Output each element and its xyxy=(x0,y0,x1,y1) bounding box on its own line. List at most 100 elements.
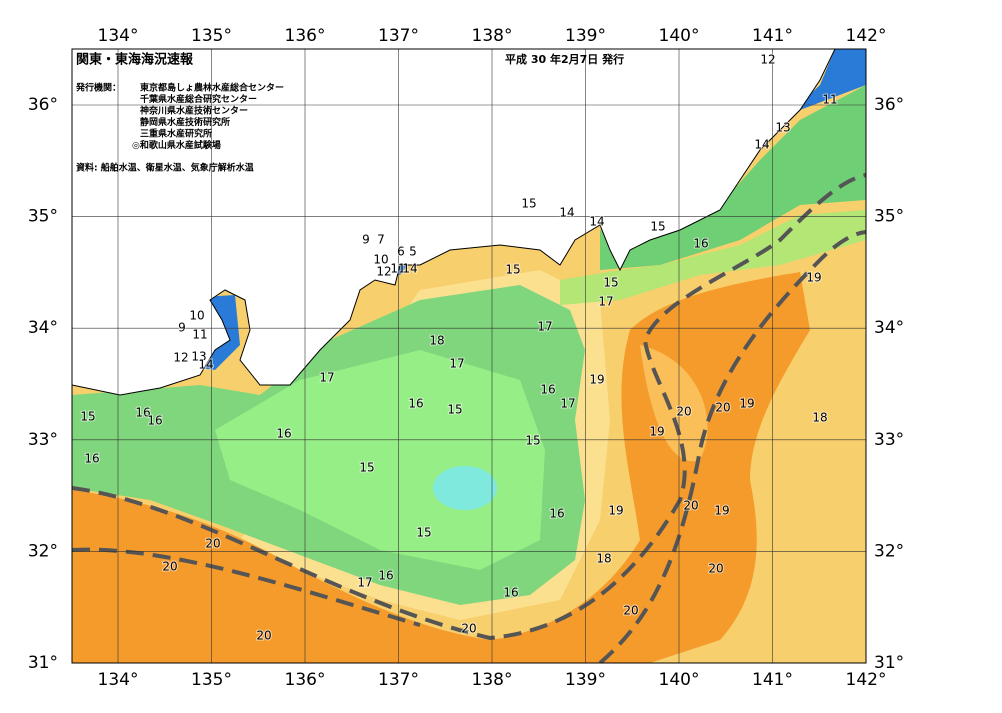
contour-label: 16 xyxy=(540,383,555,397)
contour-label: 20 xyxy=(676,405,691,419)
lat-label: 36° xyxy=(874,95,904,115)
contour-label: 19 xyxy=(649,425,664,439)
lon-label: 137° xyxy=(378,26,419,46)
contour-label: 15 xyxy=(416,526,431,540)
issuer: 三重県水産研究所 xyxy=(140,128,212,140)
contour-label: 16 xyxy=(549,507,564,521)
contour-label: 16 xyxy=(276,427,291,441)
lat-label: 35° xyxy=(874,207,904,227)
issuer: 千葉県水産総合研究センター xyxy=(140,93,257,105)
contour-label: 19 xyxy=(806,271,821,285)
contour-label: 15 xyxy=(603,276,618,290)
lat-label: 36° xyxy=(28,95,58,115)
contour-label: 15 xyxy=(505,263,520,277)
contour-label: 19 xyxy=(739,397,754,411)
contour-label: 19 xyxy=(714,504,729,518)
contour-label: 16 xyxy=(84,452,99,466)
lon-label: 139° xyxy=(565,26,606,46)
contour-label: 17 xyxy=(560,397,575,411)
contour-label: 17 xyxy=(449,357,464,371)
contour-label: 20 xyxy=(205,537,220,551)
issuer: ◎和歌山県水産試験場 xyxy=(132,139,221,151)
contour-label: 18 xyxy=(812,411,827,425)
contour-label: 15 xyxy=(80,410,95,424)
contour-label: 17 xyxy=(357,576,372,590)
contour-label: 10 xyxy=(373,253,388,267)
contour-label: 15 xyxy=(359,461,374,475)
contour-label: 14 xyxy=(559,206,574,220)
lon-label: 134° xyxy=(98,670,139,690)
lat-label: 35° xyxy=(28,207,58,227)
contour-label: 20 xyxy=(715,401,730,415)
contour-label: 20 xyxy=(461,622,476,636)
lon-label: 135° xyxy=(191,26,232,46)
contour-label: 17 xyxy=(537,320,552,334)
lon-label: 141° xyxy=(752,26,793,46)
lon-label: 139° xyxy=(565,670,606,690)
lon-label: 136° xyxy=(285,26,326,46)
contour-label: 16 xyxy=(147,414,162,428)
contour-label: 20 xyxy=(708,562,723,576)
contour-label: 19 xyxy=(589,373,604,387)
contour-label: 9 xyxy=(362,233,370,247)
contour-label: 12 xyxy=(760,53,775,67)
contour-label: 20 xyxy=(256,629,271,643)
lat-label: 32° xyxy=(874,541,904,561)
contour-label: 6 xyxy=(397,245,405,259)
lon-label: 138° xyxy=(472,670,513,690)
issuer: 東京都島しょ農林水産総合センター xyxy=(140,82,284,94)
lat-label: 31° xyxy=(28,653,58,673)
contour-label: 17 xyxy=(319,371,334,385)
contour-label: 14 xyxy=(198,358,213,372)
lon-label: 136° xyxy=(285,670,326,690)
contour-label: 15 xyxy=(525,434,540,448)
source: 資料: 船舶水温、衛星水温、気象庁解析水温 xyxy=(76,162,254,174)
contour-label: 13 xyxy=(191,350,206,364)
issuer-label: 発行機関： xyxy=(75,82,121,94)
contour-label: 12 xyxy=(173,351,188,365)
lon-label: 135° xyxy=(191,670,232,690)
contour-label: 20 xyxy=(683,499,698,513)
contour-label: 17 xyxy=(598,295,613,309)
contour-label: 7 xyxy=(377,233,385,247)
lon-label: 137° xyxy=(378,670,419,690)
contour-label: 14 xyxy=(754,138,769,152)
lon-label: 141° xyxy=(752,670,793,690)
lat-label: 32° xyxy=(28,541,58,561)
contour-label: 16 xyxy=(135,406,150,420)
contour-label: 14 xyxy=(402,262,417,276)
lon-label: 140° xyxy=(659,26,700,46)
lon-label: 138° xyxy=(472,26,513,46)
contour-label: 15 xyxy=(650,220,665,234)
contour-label: 20 xyxy=(162,560,177,574)
contour-label: 11 xyxy=(822,93,837,107)
contour-label: 16 xyxy=(378,569,393,583)
lon-label: 142° xyxy=(846,670,887,690)
contour-label: 14 xyxy=(589,215,604,229)
issuer: 神奈川県水産技術センター xyxy=(140,105,248,117)
date: 平成 30 年2月7日 発行 xyxy=(505,52,624,66)
contour-label: 16 xyxy=(503,586,518,600)
contour-label: 19 xyxy=(608,504,623,518)
title: 関東・東海海況速報 xyxy=(76,52,194,68)
lat-label: 33° xyxy=(874,430,904,450)
contour-label: 13 xyxy=(775,121,790,135)
lat-label: 34° xyxy=(874,318,904,338)
contour-label: 11 xyxy=(192,328,207,342)
contour-label: 20 xyxy=(623,604,638,618)
lat-label: 31° xyxy=(874,653,904,673)
ocean xyxy=(72,49,866,663)
contour-label: 9 xyxy=(178,321,186,335)
lat-label: 33° xyxy=(28,430,58,450)
map-frame xyxy=(71,48,867,664)
issuer: 静岡県水産技術研究所 xyxy=(140,116,230,128)
contour-label: 18 xyxy=(429,334,444,348)
contour-label: 18 xyxy=(596,552,611,566)
contour-label: 15 xyxy=(521,197,536,211)
lat-label: 34° xyxy=(28,318,58,338)
contour-label: 10 xyxy=(189,309,204,323)
lon-label: 134° xyxy=(98,26,139,46)
contour-label: 11 xyxy=(390,262,405,276)
contour-label: 12 xyxy=(376,265,391,279)
